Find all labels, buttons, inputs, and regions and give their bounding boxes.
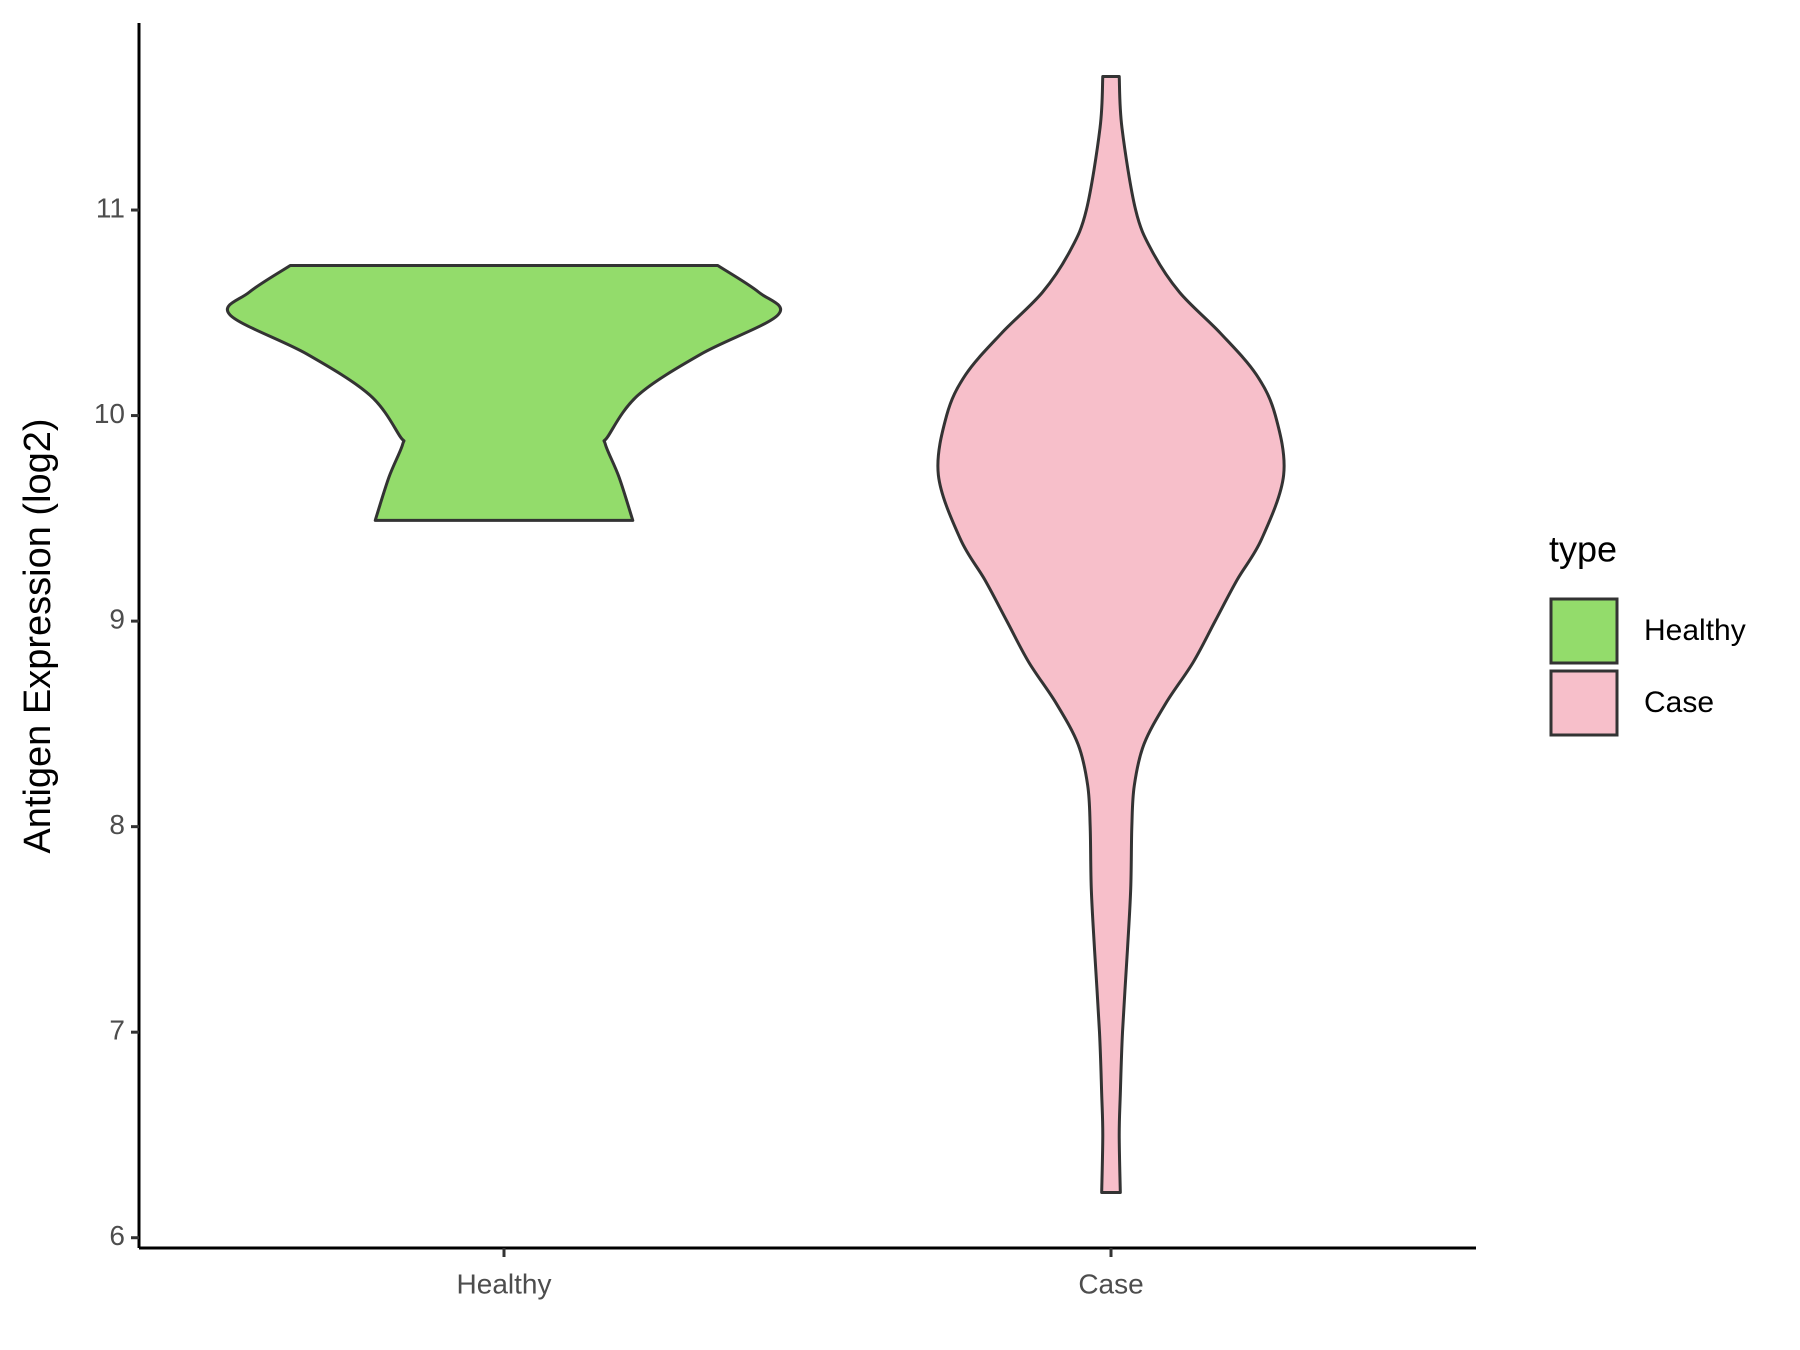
legend-key <box>1549 669 1619 737</box>
violin <box>226 264 782 522</box>
legend-label: Healthy <box>1644 614 1746 647</box>
legend-label: Case <box>1644 686 1714 719</box>
y-axis-title: Antigen Expression (log2) <box>17 418 59 853</box>
y-tick-label: 9 <box>109 604 125 635</box>
y-tick-label: 11 <box>96 192 125 223</box>
legend-key <box>1549 597 1619 665</box>
y-tick-label: 7 <box>109 1015 125 1046</box>
violin <box>936 74 1286 1195</box>
y-tick-label: 10 <box>94 398 125 429</box>
y-tick-label: 8 <box>109 809 125 840</box>
y-tick-label: 6 <box>109 1220 125 1251</box>
legend-title: type <box>1549 529 1617 570</box>
x-tick-label: Healthy <box>457 1268 552 1299</box>
x-tick-label: Case <box>1078 1268 1143 1299</box>
